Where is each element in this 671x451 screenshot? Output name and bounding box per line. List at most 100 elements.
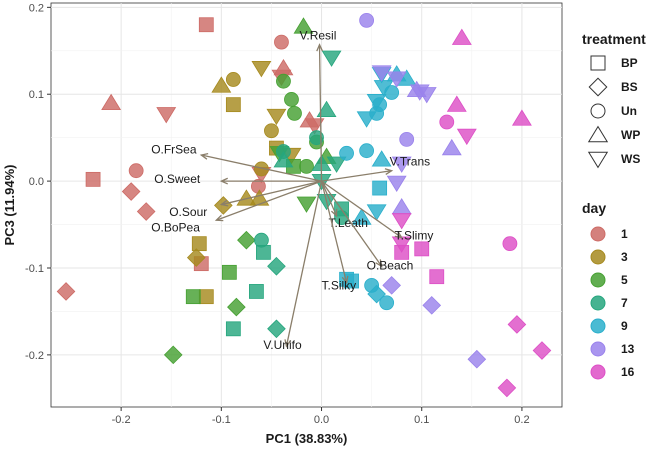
data-point [186, 248, 206, 267]
data-point [532, 341, 552, 360]
y-tick-label: -0.1 [25, 263, 44, 275]
data-point [185, 289, 201, 305]
vector-arrowhead [214, 214, 224, 222]
data-point [394, 244, 410, 260]
data-point [211, 76, 232, 93]
data-point [372, 180, 388, 196]
grid-lines [51, 3, 562, 407]
vector-arrowhead [375, 259, 383, 268]
data-point [267, 319, 286, 339]
data-point [382, 276, 401, 295]
legend-label-day-3: 3 [621, 250, 628, 264]
data-point [237, 230, 256, 250]
vector-label: O.FrSea [151, 142, 197, 156]
legend-key-bp [590, 55, 606, 71]
data-point [371, 150, 392, 167]
legend-treatment: treatment BP BS Un WP WS [582, 31, 646, 169]
vector-label: T.Silky [322, 279, 357, 293]
series-day-1 [56, 17, 325, 301]
data-point [287, 105, 302, 121]
loading-vector [321, 170, 392, 182]
vector-arrowhead [330, 208, 338, 218]
data-point [456, 128, 477, 146]
data-point [507, 315, 527, 334]
data-point [391, 213, 412, 230]
loading-vector [320, 180, 338, 217]
data-point [101, 93, 122, 111]
loading-vector [320, 180, 348, 283]
legend-key-day-1 [590, 226, 606, 242]
data-point [309, 130, 324, 146]
data-point [284, 92, 299, 107]
legend-key-day-16 [590, 364, 606, 380]
vector-label: O.Beach [367, 259, 414, 273]
data-point [299, 158, 314, 174]
data-point [371, 65, 392, 82]
legend-key-bs [588, 77, 608, 97]
vector-label: O.Sour [169, 205, 207, 219]
legend-key-day-7 [590, 295, 606, 311]
legend-day-title: day [582, 200, 606, 216]
series-day-13 [359, 12, 487, 369]
vector-arrowhead [219, 199, 229, 207]
legend-label-day-16: 16 [621, 365, 635, 379]
data-point [221, 264, 237, 280]
data-point [384, 85, 400, 100]
loading-vectors: V.Resil V.Trans O.FrSea O.Sweet O.SourO.BoPe… [151, 28, 433, 351]
loading-vector [321, 180, 403, 239]
legend-label-day-7: 7 [621, 296, 628, 310]
data-point [316, 100, 337, 117]
vector-arrowhead [394, 231, 403, 239]
vector-label: V.Trans [390, 154, 430, 168]
legend-key-day-3 [590, 249, 606, 265]
data-point [326, 156, 347, 173]
vector-label: V.Resil [299, 28, 336, 42]
x-axis-title: PC1 (38.83%) [266, 431, 348, 446]
axes: -0.2 -0.1 0.0 0.1 0.2 -0.2 -0.1 0.0 0.1 0.2 [25, 2, 530, 426]
vector-arrowhead [219, 177, 228, 185]
data-points [56, 12, 552, 398]
data-point [273, 151, 294, 168]
vector-label: V.Unifo [263, 338, 302, 352]
data-point [225, 72, 241, 87]
data-point [391, 156, 412, 173]
data-point [156, 107, 177, 124]
data-point [293, 17, 314, 34]
data-point [304, 118, 325, 135]
y-tick-label: 0.2 [29, 2, 44, 14]
data-point [276, 73, 291, 89]
legend-label-day-13: 13 [621, 342, 635, 356]
loading-vector [320, 180, 383, 267]
data-point [251, 61, 272, 78]
loading-vector [216, 180, 322, 221]
loading-vector [318, 44, 323, 182]
vector-label: O.Sweet [154, 172, 201, 186]
data-point [198, 17, 214, 33]
vector-label: O.BoPea [151, 220, 200, 234]
legend-treatment-title: treatment [582, 31, 646, 47]
loading-vector [285, 180, 323, 347]
data-point [511, 109, 532, 126]
data-point [85, 171, 101, 187]
legend-label-bp: BP [621, 56, 638, 70]
data-point [191, 236, 207, 252]
legend-label-un: Un [621, 104, 637, 118]
y-axis-title: PC3 (11.94%) [2, 165, 17, 246]
data-point [441, 138, 462, 156]
data-point [386, 175, 407, 193]
data-point [416, 87, 437, 104]
legend-label-day-9: 9 [621, 319, 628, 333]
data-point [497, 378, 517, 398]
data-point [256, 244, 271, 260]
legend-key-ws [587, 151, 609, 169]
data-point [121, 182, 141, 201]
data-point [128, 163, 144, 179]
x-tick-label: 0.0 [314, 414, 329, 426]
y-tick-label: -0.2 [25, 350, 44, 362]
series-day-16 [391, 28, 552, 398]
data-point [264, 123, 279, 139]
legend-key-day-9 [590, 318, 606, 334]
y-tick-label: 0.1 [29, 89, 44, 101]
